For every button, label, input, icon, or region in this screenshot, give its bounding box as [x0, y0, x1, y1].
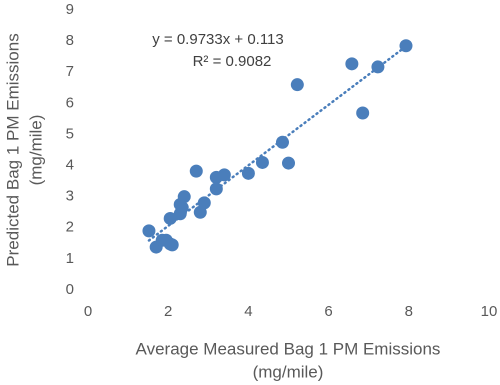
data-point — [217, 168, 231, 182]
data-point — [175, 201, 189, 215]
data-point — [345, 57, 359, 71]
data-point — [275, 135, 289, 149]
y-tick-label: 8 — [66, 32, 74, 49]
x-tick-label: 4 — [244, 303, 252, 320]
y-tick-label: 1 — [66, 250, 74, 267]
x-tick-label: 8 — [405, 303, 413, 320]
y-tick-label: 7 — [66, 63, 74, 80]
data-point — [142, 224, 156, 238]
x-axis-title: Average Measured Bag 1 PM Emissions — [136, 339, 441, 358]
data-point — [197, 196, 211, 210]
r-squared: R² = 0.9082 — [193, 53, 272, 70]
y-tick-label: 4 — [66, 157, 74, 174]
x-tick-label: 2 — [164, 303, 172, 320]
data-point — [290, 78, 304, 92]
x-axis-title: (mg/mile) — [253, 362, 324, 381]
data-point — [282, 156, 295, 170]
y-axis-title: Predicted Bag 1 PM Emissions — [3, 33, 22, 266]
y-tick-label: 3 — [66, 188, 74, 205]
trend-equation: y = 0.9733x + 0.113 — [152, 31, 284, 48]
y-tick-label: 0 — [66, 281, 74, 298]
y-tick-label: 6 — [66, 94, 74, 111]
y-tick-label: 9 — [66, 1, 74, 18]
data-point — [165, 238, 179, 252]
data-point — [399, 39, 413, 53]
data-point — [163, 211, 177, 225]
x-tick-label: 10 — [481, 303, 498, 320]
y-tick-label: 2 — [66, 219, 74, 236]
data-point — [241, 166, 255, 180]
x-tick-label: 6 — [324, 303, 332, 320]
data-point — [177, 190, 191, 204]
data-point — [356, 106, 370, 120]
y-tick-label: 5 — [66, 125, 74, 142]
data-point — [209, 182, 223, 196]
data-point — [371, 60, 385, 74]
data-point — [255, 155, 269, 169]
data-point — [189, 164, 203, 178]
x-tick-label: 0 — [84, 303, 92, 320]
y-axis-title: (mg/mile) — [26, 115, 45, 186]
